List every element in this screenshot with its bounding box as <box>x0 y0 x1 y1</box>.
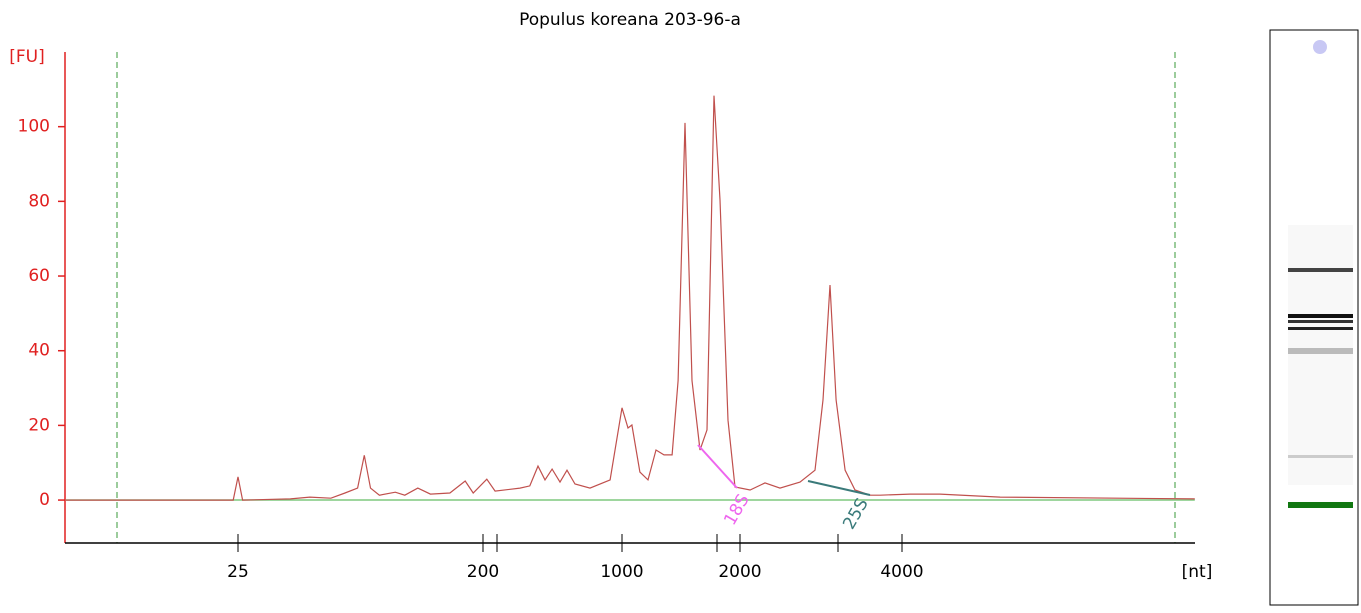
region-18s <box>697 444 738 489</box>
annotation: 18S <box>720 491 754 529</box>
gel-smear <box>1288 225 1353 485</box>
y-tick-label: 60 <box>28 266 50 286</box>
chart-title: Populus koreana 203-96-a <box>519 10 741 30</box>
gel-band <box>1288 455 1353 458</box>
gel-band <box>1288 268 1353 272</box>
y-axis-label: [FU] <box>9 47 45 67</box>
y-tick-label: 20 <box>28 415 50 435</box>
gel-band <box>1288 314 1353 318</box>
y-tick-label: 0 <box>39 490 50 510</box>
x-tick-label: 4000 <box>880 562 923 582</box>
x-tick-label: 1000 <box>600 562 643 582</box>
y-tick-label: 80 <box>28 191 50 211</box>
gel-lane <box>1269 29 1359 606</box>
plot-area: 0 20 40 60 80 100 25 200 1000 2000 4000 <box>18 95 1195 582</box>
x-tick-label: 200 <box>467 562 499 582</box>
gel-band <box>1288 348 1353 354</box>
gel-marker <box>1313 40 1327 54</box>
y-tick-label: 100 <box>18 117 50 137</box>
trace <box>65 95 1195 501</box>
region-25s <box>807 480 871 496</box>
y-tick-label: 40 <box>28 341 50 361</box>
gel-band <box>1288 320 1353 323</box>
x-tick-label: 2000 <box>718 562 761 582</box>
gel-band <box>1288 502 1353 508</box>
x-tick-label: 25 <box>227 562 249 582</box>
x-axis-label: [nt] <box>1182 562 1213 582</box>
gel-band <box>1288 327 1353 330</box>
